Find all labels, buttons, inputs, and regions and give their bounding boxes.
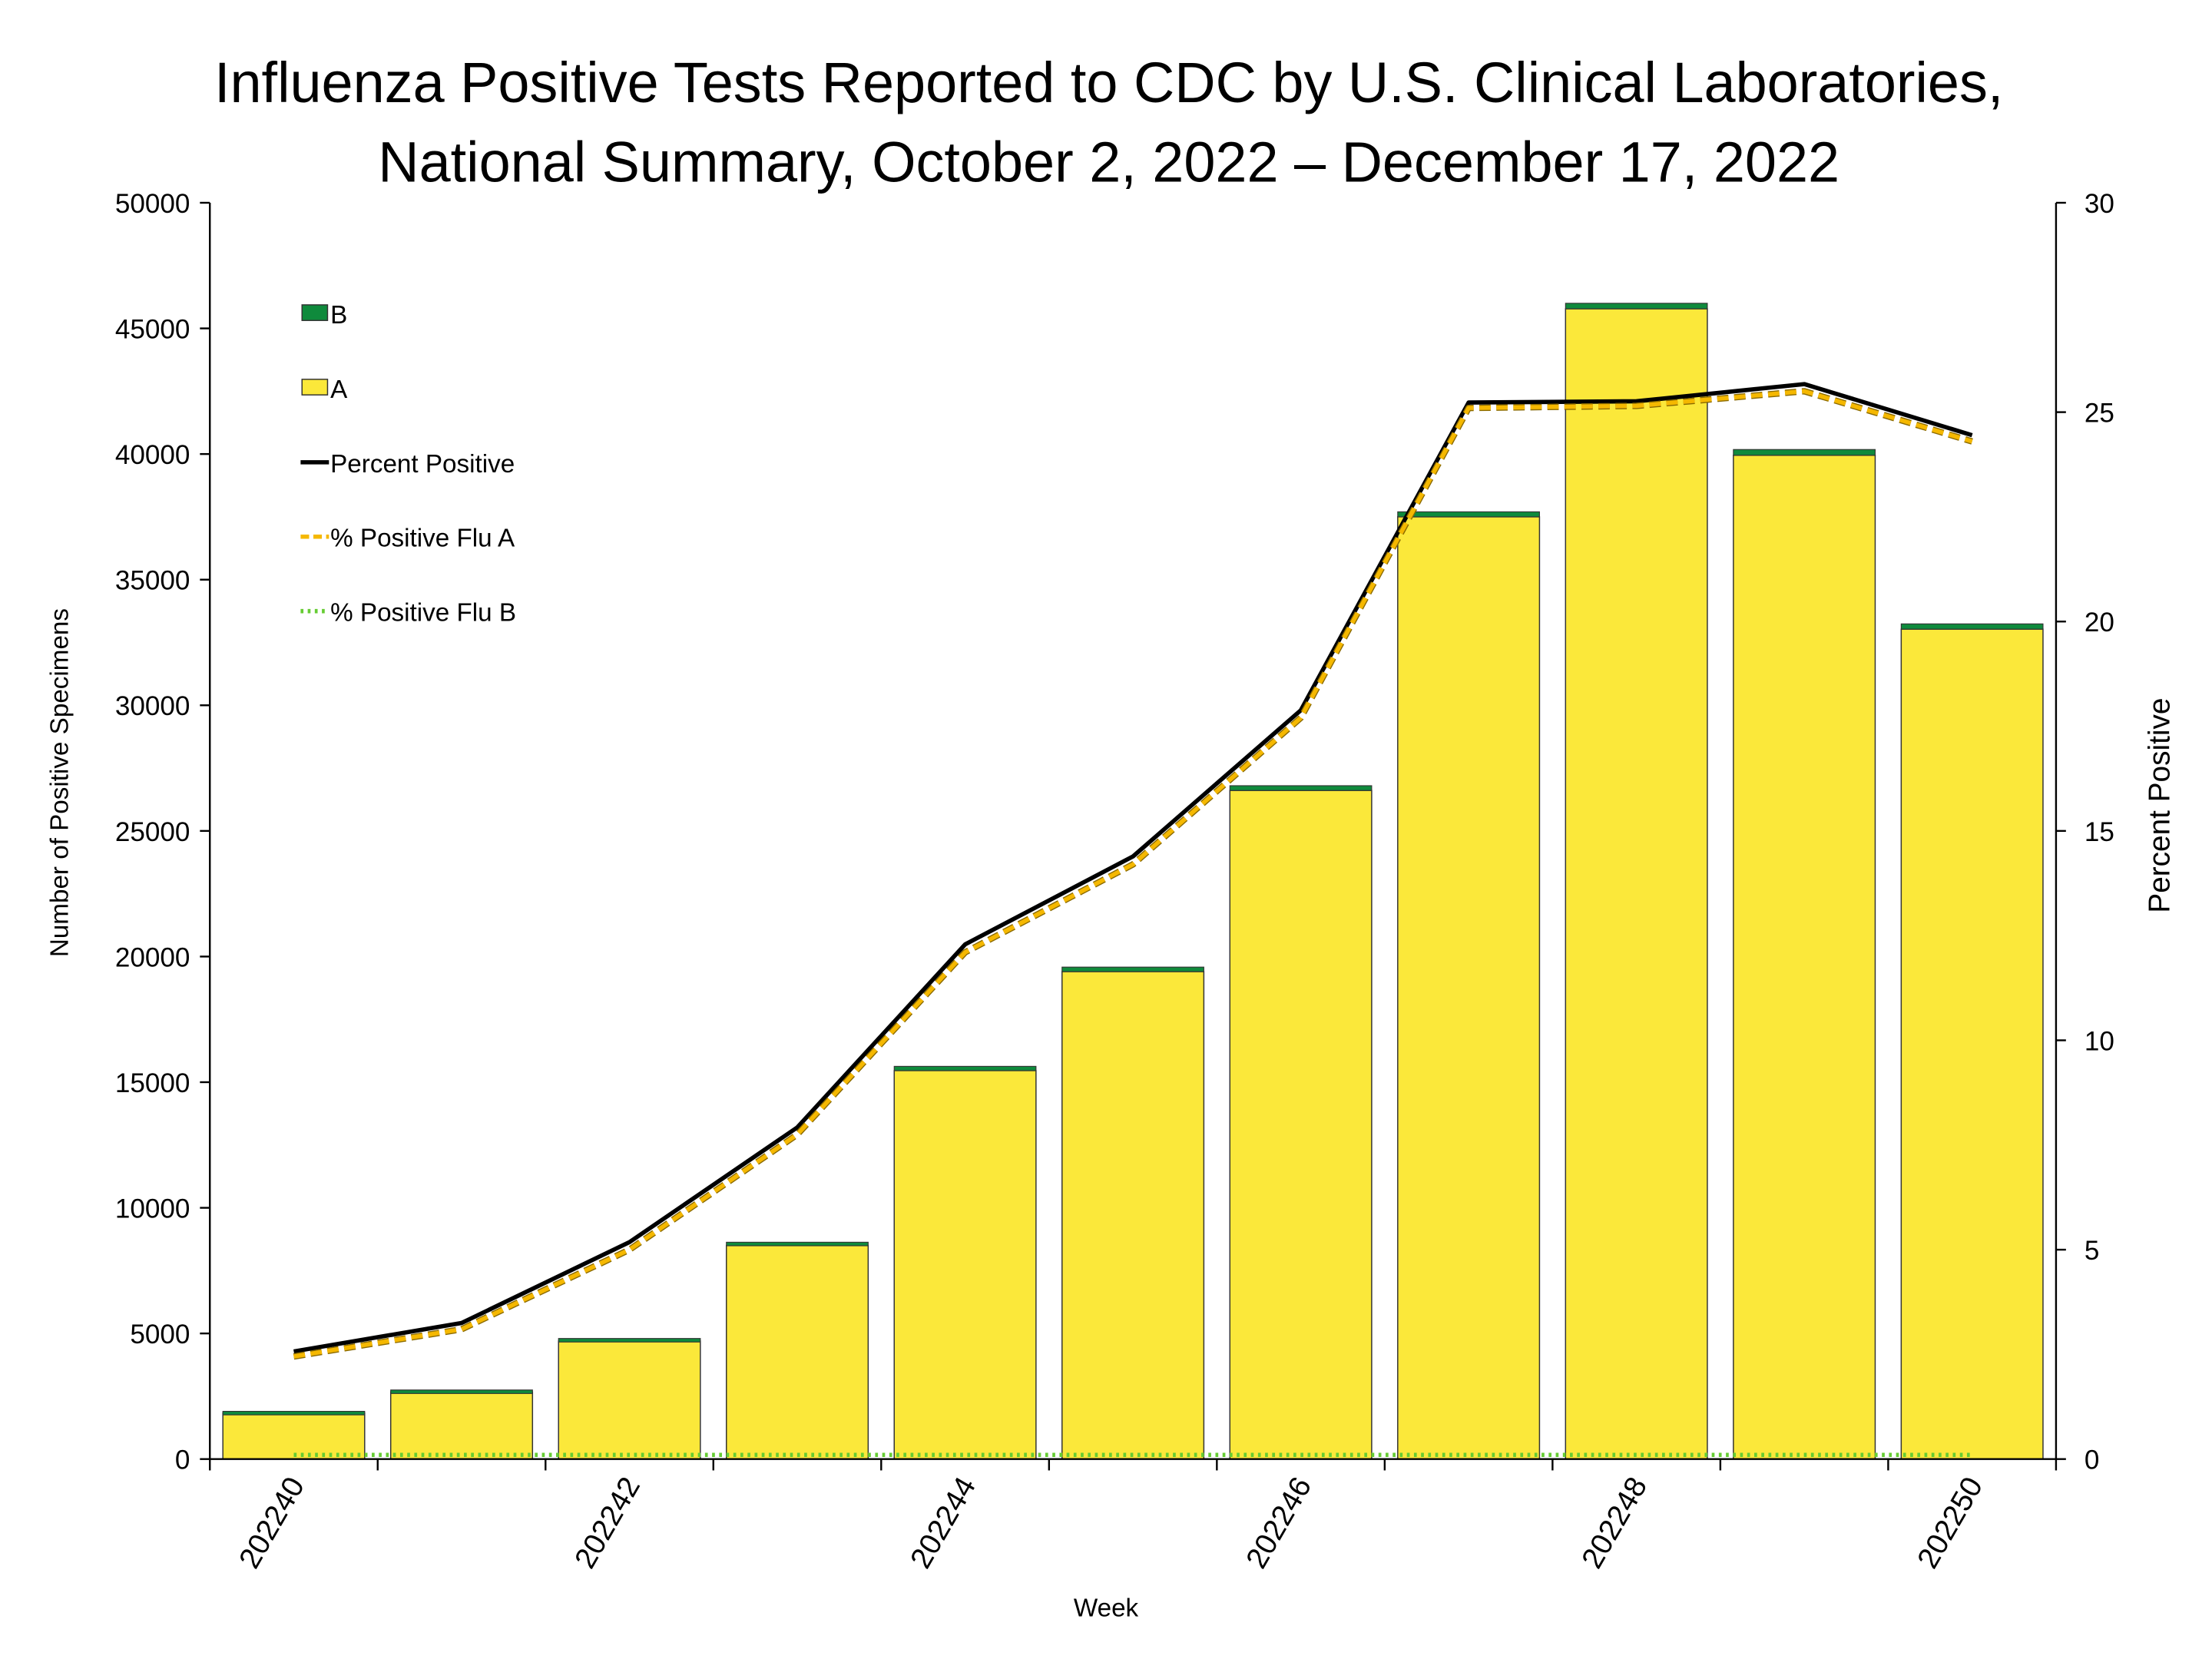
bar-b-202244: [893, 1065, 1037, 1071]
legend-label: B: [330, 301, 347, 329]
line-percent-positive: [293, 382, 1973, 1354]
bar-b-202250: [1900, 623, 2044, 630]
y-tick-label: 25000: [115, 817, 190, 847]
y2-tick-label: 10: [2085, 1026, 2114, 1056]
legend-label: % Positive Flu A: [330, 525, 515, 553]
bar-b-202246: [1229, 785, 1373, 791]
bar-a-202241: [389, 1391, 534, 1460]
bar-b-202243: [726, 1241, 869, 1247]
y2-tick-label: 20: [2085, 608, 2114, 637]
chart-title: Influenza Positive Tests Reported to CDC…: [214, 51, 2003, 114]
bar-b-202249: [1733, 449, 1876, 456]
y-tick-label: 35000: [115, 566, 190, 596]
bar-b-202240: [222, 1410, 366, 1416]
x-tick-label: 202240: [233, 1472, 311, 1574]
bar-b-202247: [1397, 511, 1540, 518]
y-tick-label: 20000: [115, 942, 190, 972]
x-tick-label: 202250: [1911, 1472, 1989, 1574]
line--positive-flu-a: [293, 389, 1973, 1359]
bar-a-202249: [1733, 455, 1876, 1460]
lines: [293, 382, 1973, 1458]
x-tick-label: 202246: [1240, 1472, 1318, 1574]
bar-a-202247: [1397, 516, 1541, 1460]
y2-tick-label: 0: [2085, 1445, 2100, 1475]
bar-b-202245: [1061, 966, 1204, 972]
y-tick-label: 15000: [115, 1068, 190, 1098]
y-tick-label: 30000: [115, 691, 190, 721]
legend-swatch-b: [301, 304, 329, 321]
y2-tick-label: 30: [2085, 189, 2114, 219]
x-axis-label: Week: [1074, 1594, 1139, 1623]
legend-label: A: [330, 376, 348, 404]
x-tick-label: 202242: [568, 1472, 647, 1574]
legend: B A Percent Positive % Positive Flu A % Posi…: [300, 301, 516, 628]
bars: [222, 303, 2044, 1460]
legend-label: % Positive Flu B: [330, 599, 516, 628]
y-tick-label: 50000: [115, 189, 190, 219]
y-tick-label: 0: [175, 1445, 190, 1475]
bar-a-202246: [1229, 790, 1373, 1460]
y-tick-label: 40000: [115, 440, 190, 470]
bar-a-202242: [558, 1340, 701, 1460]
bar-a-202243: [725, 1244, 869, 1460]
chart-subtitle: National Summary, October 2, 2022 – Dece…: [378, 130, 1839, 194]
bar-a-202244: [893, 1070, 1037, 1460]
y-tick-label: 45000: [115, 314, 190, 344]
bar-a-202248: [1565, 308, 1708, 1460]
y2-tick-label: 5: [2085, 1236, 2100, 1266]
legend-swatch-a: [301, 379, 329, 396]
bar-b-202248: [1565, 303, 1708, 310]
bar-b-202242: [558, 1338, 701, 1343]
x-tick-label: 202248: [1575, 1472, 1654, 1574]
y2-tick-label: 25: [2085, 399, 2114, 429]
y2-axis-label: Percent Positive: [2144, 698, 2177, 913]
y-tick-label: 5000: [130, 1320, 190, 1349]
y2-tick-label: 15: [2085, 817, 2114, 847]
y-tick-label: 10000: [115, 1194, 190, 1224]
x-tick-label: 202244: [904, 1472, 982, 1574]
y-axis-label: Number of Positive Specimens: [46, 608, 75, 957]
bar-a-202245: [1061, 971, 1205, 1460]
bar-a-202250: [1900, 628, 2044, 1460]
bar-a-202240: [222, 1412, 366, 1460]
bar-b-202241: [390, 1389, 533, 1394]
legend-label: Percent Positive: [330, 450, 515, 478]
